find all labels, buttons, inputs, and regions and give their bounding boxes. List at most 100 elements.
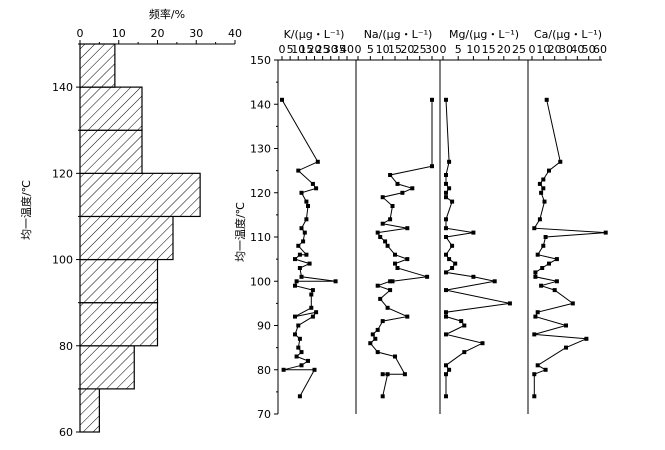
data-point: [368, 341, 373, 346]
data-point: [444, 314, 448, 319]
panel-x-tick-label: 25: [512, 43, 526, 56]
data-point: [390, 279, 395, 284]
panel-x-tick-label: 25: [413, 43, 427, 56]
data-point: [444, 235, 448, 239]
data-point: [299, 190, 304, 195]
data-point: [447, 367, 452, 372]
panel-x-tick-label: 15: [482, 43, 496, 56]
panel-mg-label: Mg/(μg・L⁻¹): [449, 28, 519, 41]
data-point: [388, 288, 393, 293]
data-point: [390, 204, 395, 208]
data-point: [373, 336, 378, 341]
data-point: [444, 181, 448, 186]
data-point: [532, 394, 537, 399]
data-point: [296, 323, 301, 328]
data-point: [302, 230, 307, 235]
data-point: [543, 235, 548, 239]
histogram-x-tick-label: 10: [112, 27, 126, 40]
data-point: [541, 177, 546, 182]
data-point: [380, 372, 385, 377]
data-point: [370, 332, 375, 337]
data-point: [558, 159, 563, 164]
data-point: [480, 341, 485, 346]
data-point: [450, 199, 455, 204]
series-line: [281, 99, 336, 397]
data-point: [537, 217, 542, 222]
histogram-panel: 频率/% 0 10 20 30 40 60 80 100 120 140 均一温度/℃: [19, 7, 242, 439]
data-point: [375, 230, 380, 235]
data-point: [306, 358, 310, 363]
panel-x-tick-label: 0: [279, 43, 286, 56]
data-point: [447, 257, 452, 262]
histogram-x-tick-label: 30: [189, 27, 203, 40]
data-point: [450, 243, 455, 248]
histogram-bars: [79, 43, 201, 433]
data-point: [444, 270, 448, 275]
data-point: [314, 186, 319, 191]
panel-x-tick-label: 10: [376, 43, 390, 56]
data-point: [533, 314, 538, 319]
panel-na-label: Na/(μg・L⁻¹): [364, 28, 433, 41]
data-point: [393, 354, 397, 359]
data-point: [547, 168, 551, 173]
panel-k-label: K/(μg・L⁻¹): [284, 28, 345, 41]
data-point: [393, 261, 397, 266]
data-point: [444, 217, 448, 222]
data-point: [543, 367, 548, 372]
data-point: [584, 336, 589, 341]
data-point: [294, 354, 299, 359]
histogram-bar: [79, 172, 201, 218]
data-point: [312, 367, 317, 372]
data-point: [378, 235, 383, 239]
panel-x-tick-label: 10: [291, 43, 305, 56]
histogram-x-tick-label: 20: [151, 27, 165, 40]
data-point: [444, 97, 448, 102]
elements-y-tick-label: 140: [250, 98, 271, 111]
panel-mg: Mg/(μg・L⁻¹) 0 5 10 15 20 25: [278, 28, 602, 414]
data-point: [532, 226, 537, 231]
data-point: [380, 221, 385, 226]
data-point: [299, 226, 304, 231]
data-point: [304, 217, 309, 222]
series-line: [533, 99, 606, 397]
data-point: [395, 181, 400, 186]
histogram-bar: [79, 345, 135, 390]
data-point: [444, 190, 448, 195]
data-point: [405, 226, 410, 231]
data-point: [444, 173, 448, 177]
histogram-y-tick-label: 100: [52, 254, 73, 267]
data-point: [293, 283, 297, 288]
data-point: [309, 292, 314, 297]
elements-y-ticks: 70 80 90 100 110 120 130 140 150: [250, 54, 278, 421]
data-point: [532, 372, 537, 377]
panel-x-tick-label: 40: [340, 43, 354, 56]
data-point: [385, 305, 390, 310]
data-point: [296, 243, 301, 248]
data-point: [299, 350, 304, 355]
panel-x-tick-label: 30: [559, 43, 573, 56]
elements-y-tick-label: 110: [250, 231, 271, 244]
data-point: [297, 252, 302, 257]
elements-y-tick-label: 100: [250, 275, 271, 288]
data-point: [388, 279, 393, 284]
panel-x-tick-label: 0: [529, 43, 536, 56]
data-point: [310, 181, 315, 186]
data-point: [310, 314, 315, 319]
panel-x-tick-label: 10: [466, 43, 480, 56]
data-point: [570, 301, 575, 306]
data-point: [444, 363, 448, 368]
panel-x-tick-label: 0: [440, 43, 447, 56]
histogram-bar: [79, 302, 159, 347]
histogram-y-tick-label: 120: [52, 167, 73, 180]
data-point: [541, 186, 546, 191]
data-point: [293, 257, 297, 262]
data-point: [507, 301, 512, 306]
elements-y-tick-label: 120: [250, 187, 271, 200]
data-point: [296, 168, 301, 173]
data-point: [554, 257, 559, 262]
data-point: [310, 288, 315, 293]
